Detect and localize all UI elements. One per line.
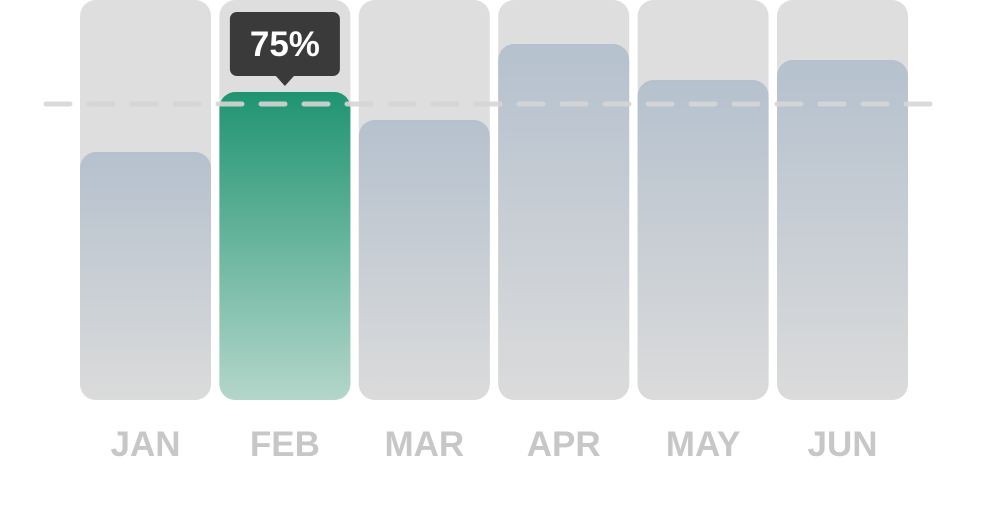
bars bbox=[80, 44, 908, 400]
bar-mar[interactable] bbox=[358, 120, 490, 400]
x-axis-labels: JAN FEB MAR APR MAY JUN bbox=[110, 425, 877, 464]
x-label-mar: MAR bbox=[384, 425, 464, 464]
bar-may[interactable] bbox=[637, 80, 769, 400]
tooltip: 75% bbox=[229, 12, 340, 86]
x-label-may: MAY bbox=[666, 425, 741, 464]
bar-jan[interactable] bbox=[80, 152, 211, 400]
x-label-jun: JUN bbox=[807, 425, 877, 464]
x-label-feb: FEB bbox=[250, 425, 320, 464]
x-label-apr: APR bbox=[527, 425, 601, 464]
tooltip-pointer bbox=[275, 76, 294, 86]
x-label-jan: JAN bbox=[110, 425, 180, 464]
tooltip-box bbox=[229, 12, 340, 76]
bar-feb[interactable] bbox=[219, 92, 351, 400]
bar-jun[interactable] bbox=[777, 60, 908, 400]
tooltip-value: 75% bbox=[250, 25, 320, 64]
bar-apr[interactable] bbox=[498, 44, 630, 400]
